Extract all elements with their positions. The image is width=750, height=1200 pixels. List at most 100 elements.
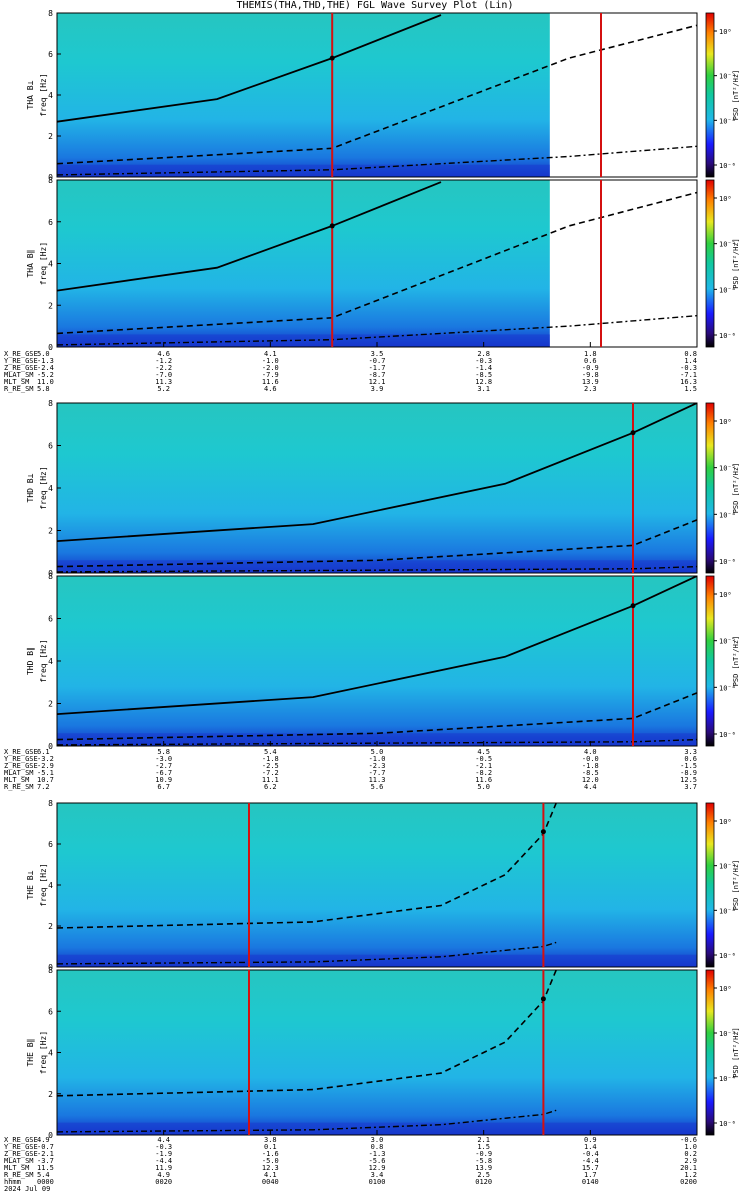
- ephemeris-value: -0.0: [582, 755, 599, 763]
- ephemeris-value: -5.2: [37, 371, 54, 379]
- ephemeris-row-label: MLAT_SM: [4, 769, 34, 777]
- ephemeris-row-label: 2024 Jul 09: [4, 1185, 50, 1193]
- ephemeris-value: 2.8: [477, 350, 490, 358]
- colorbar-tick-label: 10⁻²: [719, 638, 736, 646]
- ephemeris-row-label: X_RE_GSE: [4, 350, 38, 358]
- colorbar-tick-label: 10⁻²: [719, 465, 736, 473]
- ephemeris-value: 0.6: [584, 357, 597, 365]
- freq-axis-label: freq [Hz]: [39, 242, 48, 285]
- ephemeris-value: 12.9: [369, 1164, 386, 1172]
- ephemeris-value: 12.3: [262, 1164, 279, 1172]
- colorbar-tick-label: 10⁰: [719, 818, 732, 826]
- freq-tick-label: 4: [48, 657, 53, 666]
- ephemeris-value: 4.9: [37, 1136, 50, 1144]
- colorbar-tick-label: 10⁰: [719, 418, 732, 426]
- colorbar: [705, 179, 715, 348]
- colorbar-tick-label: 10⁻⁴: [719, 684, 736, 692]
- ephemeris-value: 1.5: [684, 385, 697, 393]
- gyrofrequency-marker: [540, 829, 546, 835]
- freq-tick-label: 8: [48, 966, 53, 975]
- ephemeris-value: 3.9: [371, 385, 384, 393]
- ephemeris-value: -7.0: [155, 371, 172, 379]
- low-frequency-band: [57, 560, 697, 573]
- ephemeris-value: 5.0: [371, 748, 384, 756]
- ephemeris-value: -2.1: [475, 762, 492, 770]
- ephemeris-row-label: X_RE_GSE: [4, 748, 38, 756]
- freq-axis-label: freq [Hz]: [39, 1031, 48, 1074]
- ephemeris-value: -1.2: [155, 357, 172, 365]
- ephemeris-value: 3.4: [371, 1171, 384, 1179]
- colorbar-tick-label: 10⁰: [719, 985, 732, 993]
- ephemeris-value: -8.5: [582, 769, 599, 777]
- ephemeris-value: -7.2: [262, 769, 279, 777]
- freq-axis-label: freq [Hz]: [39, 73, 48, 116]
- ephemeris-value: 4.0: [584, 748, 597, 756]
- ephemeris-value: 11.0: [37, 378, 54, 386]
- probe-group-thd: 0 2 4 6 8 freq [Hz] THD B⊥ 10⁰ 10⁻² 10⁻⁴ 10⁻⁶ PSD […: [4, 399, 740, 791]
- ephemeris-value: 1.4: [684, 357, 697, 365]
- colorbar-tick-label: 10⁻⁶: [719, 952, 736, 960]
- ephemeris-value: 4.6: [157, 350, 170, 358]
- ephemeris-value: 4.4: [157, 1136, 170, 1144]
- spectrogram-image: [57, 576, 697, 746]
- colorbar-tick-label: 10⁻⁴: [719, 511, 736, 519]
- ephemeris-value: -0.4: [582, 1150, 599, 1158]
- curve-layer: [57, 14, 697, 176]
- ephemeris-value: 5.0: [37, 350, 50, 358]
- freq-tick-label: 8: [48, 399, 53, 408]
- ephemeris-value: 0.6: [684, 755, 697, 763]
- freq-tick-label: 4: [48, 91, 53, 100]
- ephemeris-value: -2.1: [37, 1150, 54, 1158]
- colorbar-label: PSD [nT²/Hz]: [732, 1027, 740, 1078]
- colorbar-label: PSD [nT²/Hz]: [732, 70, 740, 121]
- ephemeris-value: 4.5: [477, 748, 490, 756]
- ephemeris-value: 5.8: [37, 385, 50, 393]
- ephemeris-value: 13.9: [475, 1164, 492, 1172]
- ephemeris-value: -1.7: [369, 364, 386, 372]
- ephemeris-value: -4.4: [155, 1157, 172, 1165]
- freq-tick-label: 0: [48, 963, 53, 972]
- ephemeris-value: -2.2: [155, 364, 172, 372]
- ephemeris-value: -2.9: [37, 762, 54, 770]
- half-gyrofrequency-curve: [57, 191, 697, 335]
- freq-tick-label: 6: [48, 442, 53, 451]
- ephemeris-value: 6.1: [37, 748, 50, 756]
- ephemeris-value: -1.0: [369, 755, 386, 763]
- colorbar-tick-label: 10⁻⁴: [719, 117, 736, 125]
- ephemeris-value: -1.6: [262, 1150, 279, 1158]
- ephemeris-value: 11.6: [475, 776, 492, 784]
- spectrogram-image: [57, 180, 550, 347]
- ephemeris-value: 11.9: [155, 1164, 172, 1172]
- lower-hybrid-curve: [57, 1109, 557, 1133]
- ephemeris-value: -1.4: [475, 364, 492, 372]
- low-frequency-band: [57, 954, 697, 967]
- ephemeris-row-label: R_RE_SM: [4, 385, 34, 393]
- spectrogram-panel-tha-bpar: 0 2 4 6 8 freq [Hz] THA B∥ 10⁰ 10⁻² 10⁻⁴ 10⁻⁶ PSD […: [26, 176, 740, 352]
- curve-layer: [57, 970, 557, 1133]
- ephemeris-value: 2.9: [684, 1157, 697, 1165]
- ephemeris-value: -3.2: [37, 755, 54, 763]
- half-gyrofrequency-curve: [57, 970, 557, 1097]
- ephemeris-value: -0.3: [475, 357, 492, 365]
- ephemeris-value: -0.9: [475, 1150, 492, 1158]
- ephemeris-value: 0.2: [684, 1150, 697, 1158]
- low-frequency-band: [57, 1122, 697, 1135]
- probe-group-the: 0 2 4 6 8 freq [Hz] THE B⊥ 10⁰ 10⁻² 10⁻⁴ 10⁻⁶ PSD […: [4, 799, 740, 1193]
- ephemeris-value: 1.5: [477, 1143, 490, 1151]
- ephemeris-value: 1.7: [584, 1171, 597, 1179]
- spectrogram-panel-the-bperp: 0 2 4 6 8 freq [Hz] THE B⊥ 10⁰ 10⁻² 10⁻⁴ 10⁻⁶ PSD […: [26, 799, 740, 972]
- spectrogram-image: [57, 803, 697, 967]
- ephemeris-value: -8.9: [680, 769, 697, 777]
- gyrofrequency-marker: [630, 430, 636, 436]
- colorbar-tick-label: 10⁻⁴: [719, 1075, 736, 1083]
- freq-tick-label: 0: [48, 569, 53, 578]
- freq-tick-label: 6: [48, 615, 53, 624]
- spectrogram-image: [57, 403, 697, 573]
- ephemeris-value: 3.1: [477, 385, 490, 393]
- ephemeris-value: 15.7: [582, 1164, 599, 1172]
- freq-tick-label: 8: [48, 572, 53, 581]
- ephemeris-value: -6.7: [155, 769, 172, 777]
- ephemeris-row-label: Z_RE_GSE: [4, 762, 38, 770]
- ephemeris-row-label: X_RE_GSE: [4, 1136, 38, 1144]
- ephemeris-value: 3.5: [371, 350, 384, 358]
